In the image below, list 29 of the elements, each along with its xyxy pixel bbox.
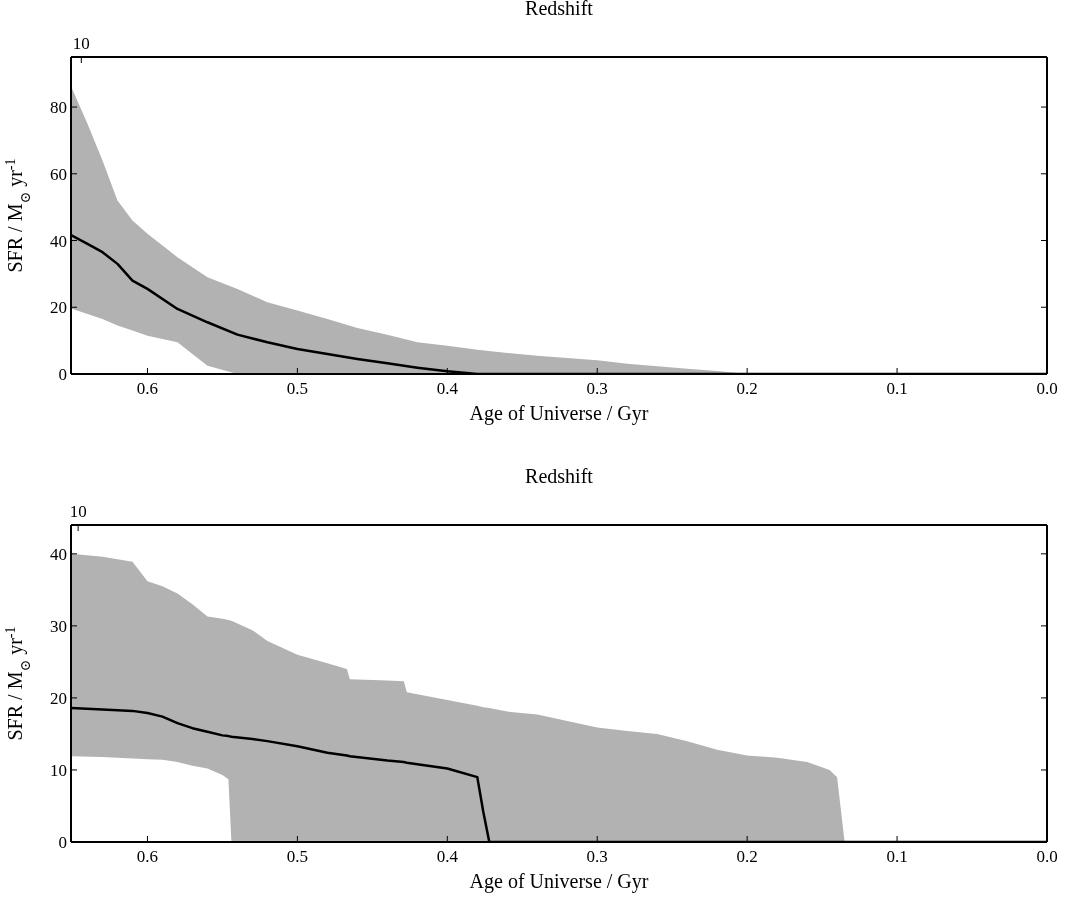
y-tick-label: 0 bbox=[58, 365, 67, 385]
x-tick-label: 0.3 bbox=[586, 847, 608, 867]
y-tick-label: 40 bbox=[50, 544, 67, 564]
y-tick-label: 0 bbox=[58, 833, 67, 853]
y-tick-label: 20 bbox=[50, 688, 67, 708]
x-tick-label: 0.4 bbox=[436, 379, 459, 399]
chart-title: Redshift bbox=[525, 465, 594, 487]
x-axis-title: Age of Universe / Gyr bbox=[469, 402, 649, 425]
y-tick-label: 40 bbox=[50, 231, 67, 251]
y-tick-label: 60 bbox=[50, 164, 67, 184]
x-tick-label: 0.4 bbox=[436, 847, 459, 867]
y-tick-label: 30 bbox=[50, 616, 67, 636]
x-tick-label: 0.5 bbox=[286, 379, 309, 399]
x-tick-label: 0.1 bbox=[886, 847, 908, 867]
x-tick-label: 0.2 bbox=[736, 847, 758, 867]
x-tick-label: 0.0 bbox=[1036, 379, 1058, 399]
chart-title: Redshift bbox=[525, 0, 594, 19]
text: 10 bbox=[72, 34, 90, 53]
x-tick-label: 0.3 bbox=[586, 379, 608, 399]
x-tick-label: 0.0 bbox=[1036, 847, 1058, 867]
x-tick-label: 0.5 bbox=[286, 847, 309, 867]
y-tick-label: 20 bbox=[50, 298, 67, 318]
x-tick-label: 0.1 bbox=[886, 379, 908, 399]
x-tick-label: 0.6 bbox=[136, 379, 159, 399]
x-tick-label: 0.2 bbox=[736, 379, 758, 399]
y-tick-label: 10 bbox=[50, 760, 67, 780]
x-axis-title: Age of Universe / Gyr bbox=[469, 870, 649, 893]
y-tick-label: 80 bbox=[50, 98, 67, 118]
x-tick-label: 0.6 bbox=[136, 847, 159, 867]
